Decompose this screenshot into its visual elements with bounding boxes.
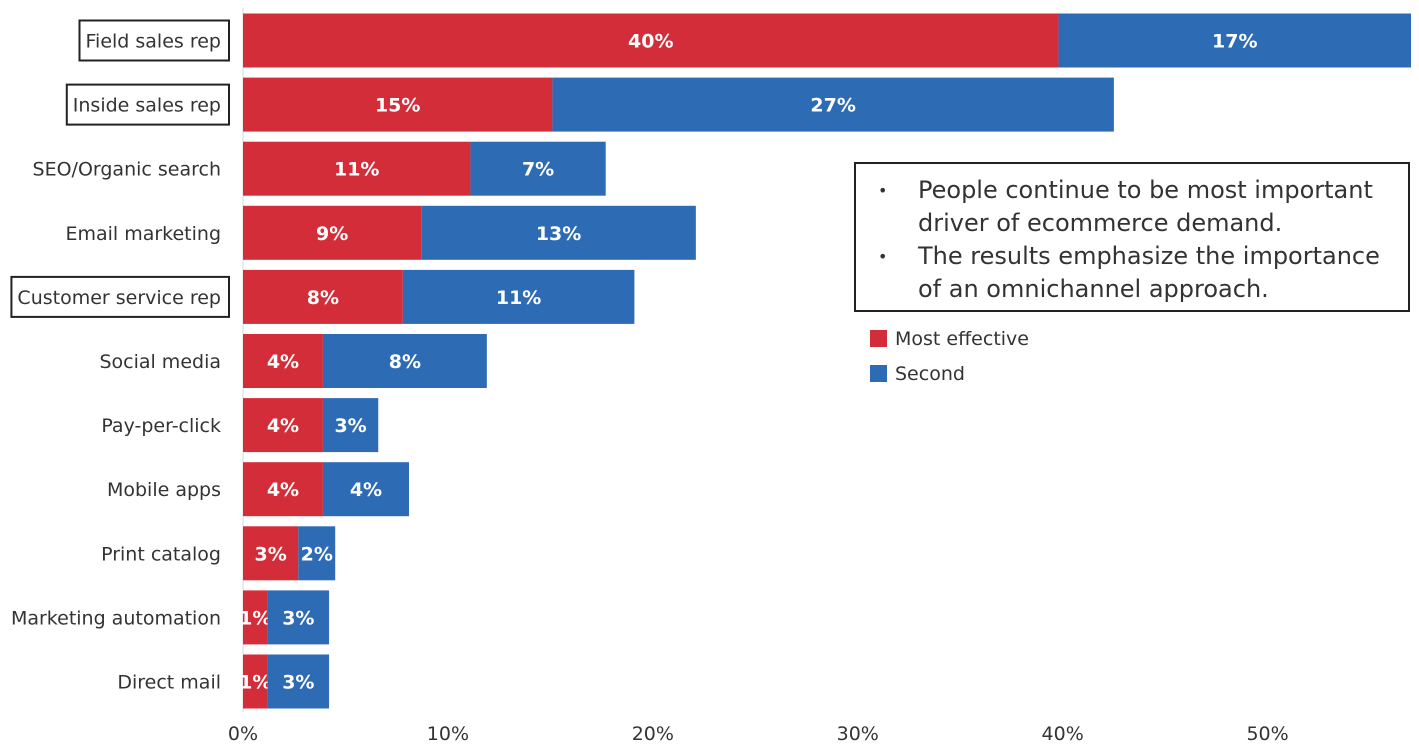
bar-seo-organic-search-most-effective	[243, 141, 471, 196]
bar-mobile-apps-second	[322, 462, 409, 517]
category-label-mobile-apps: Mobile apps	[107, 479, 221, 501]
data-label-pay-per-click-second: 3%	[334, 415, 366, 437]
bar-seo-organic-search-second	[470, 141, 606, 196]
bar-email-marketing-second	[421, 205, 696, 260]
callout-list: People continue to be most important dri…	[872, 174, 1392, 306]
data-label-print-catalog-second: 2%	[301, 543, 333, 565]
bar-marketing-automation-second	[267, 590, 330, 645]
data-label-direct-mail-most-effective: 1%	[239, 672, 271, 694]
x-tick-label: 40%	[1042, 723, 1084, 745]
bar-email-marketing-most-effective	[243, 205, 422, 260]
data-label-email-marketing-second: 13%	[536, 223, 581, 245]
category-label-direct-mail: Direct mail	[117, 672, 221, 694]
x-tick-label: 50%	[1246, 723, 1288, 745]
x-tick-label: 10%	[427, 723, 469, 745]
category-label-print-catalog: Print catalog	[101, 543, 221, 565]
bar-customer-service-rep-second	[402, 269, 635, 324]
legend-label-second: Second	[895, 363, 965, 385]
category-box-customer-service-rep	[10, 275, 230, 318]
bar-marketing-automation-most-effective	[243, 590, 268, 645]
data-label-field-sales-rep-most-effective: 40%	[628, 31, 673, 53]
bar-pay-per-click-second	[322, 398, 379, 453]
legend-swatch-second	[870, 365, 887, 382]
bar-customer-service-rep-most-effective	[243, 269, 403, 324]
x-tick-label: 30%	[837, 723, 879, 745]
data-label-email-marketing-most-effective: 9%	[316, 223, 348, 245]
bar-inside-sales-rep-most-effective	[243, 77, 553, 132]
callout-bullet-2: The results emphasize the importance of …	[872, 240, 1392, 306]
category-label-social-media: Social media	[99, 351, 221, 373]
data-label-marketing-automation-second: 3%	[282, 607, 314, 629]
bar-inside-sales-rep-second	[552, 77, 1114, 132]
x-tick-label: 20%	[632, 723, 674, 745]
data-label-inside-sales-rep-second: 27%	[810, 95, 855, 117]
data-label-inside-sales-rep-most-effective: 15%	[375, 95, 420, 117]
callout-bullet-1: People continue to be most important dri…	[872, 174, 1392, 240]
category-label-seo-organic-search: SEO/Organic search	[33, 159, 221, 181]
data-label-social-media-second: 8%	[389, 351, 421, 373]
data-label-social-media-most-effective: 4%	[267, 351, 299, 373]
category-label-email-marketing: Email marketing	[65, 223, 221, 245]
data-label-customer-service-rep-second: 11%	[496, 287, 541, 309]
data-label-pay-per-click-most-effective: 4%	[267, 415, 299, 437]
category-label-customer-service-rep: Customer service rep	[17, 287, 221, 309]
data-label-direct-mail-second: 3%	[282, 672, 314, 694]
data-label-mobile-apps-most-effective: 4%	[267, 479, 299, 501]
bar-social-media-second	[322, 334, 487, 388]
bar-print-catalog-second	[298, 526, 336, 581]
data-label-print-catalog-most-effective: 3%	[255, 543, 287, 565]
bar-field-sales-rep-most-effective	[243, 13, 1059, 68]
data-label-customer-service-rep-most-effective: 8%	[307, 287, 339, 309]
category-label-field-sales-rep: Field sales rep	[86, 31, 222, 53]
category-label-marketing-automation: Marketing automation	[11, 607, 221, 629]
data-label-seo-organic-search-second: 7%	[522, 159, 554, 181]
category-box-field-sales-rep	[78, 19, 230, 62]
callout-box: People continue to be most important dri…	[854, 162, 1410, 312]
bar-field-sales-rep-second	[1058, 13, 1411, 68]
data-label-mobile-apps-second: 4%	[350, 479, 382, 501]
category-box-inside-sales-rep	[65, 83, 230, 126]
bar-print-catalog-most-effective	[243, 526, 299, 581]
bar-social-media-most-effective	[243, 334, 323, 388]
legend-label-most-effective: Most effective	[895, 328, 1029, 350]
bar-direct-mail-second	[267, 654, 330, 709]
data-label-marketing-automation-most-effective: 1%	[239, 607, 271, 629]
x-tick-label: 0%	[228, 723, 258, 745]
category-label-pay-per-click: Pay-per-click	[101, 415, 221, 437]
bar-pay-per-click-most-effective	[243, 398, 323, 453]
data-label-seo-organic-search-most-effective: 11%	[334, 159, 379, 181]
category-label-inside-sales-rep: Inside sales rep	[73, 95, 221, 117]
bar-direct-mail-most-effective	[243, 654, 268, 709]
data-label-field-sales-rep-second: 17%	[1212, 31, 1257, 53]
bar-mobile-apps-most-effective	[243, 462, 323, 517]
legend-swatch-most-effective	[870, 330, 887, 347]
